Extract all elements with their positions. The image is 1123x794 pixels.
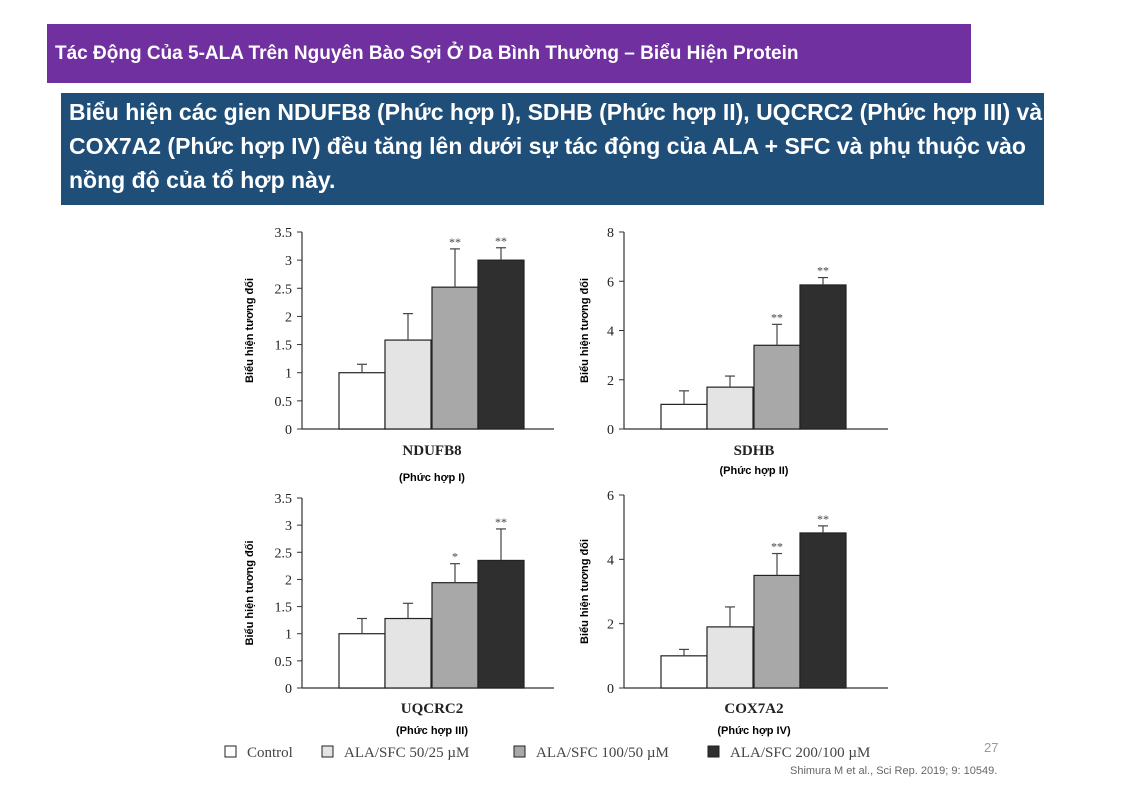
legend-label: Control bbox=[247, 745, 293, 761]
y-tick-label: 2.5 bbox=[275, 282, 293, 297]
chart-title: NDUFB8 bbox=[402, 443, 461, 459]
y-tick-label: 0.5 bbox=[275, 655, 293, 670]
y-tick-label: 2.5 bbox=[275, 546, 293, 561]
y-axis-label: Biểu hiện tương đối bbox=[579, 539, 591, 644]
bar bbox=[799, 284, 847, 430]
chart-title: COX7A2 bbox=[724, 701, 783, 717]
y-tick-label: 2 bbox=[607, 618, 614, 633]
y-tick-label: 2 bbox=[285, 573, 292, 588]
bar bbox=[477, 559, 525, 689]
y-axis-label: Biểu hiện tương đối bbox=[244, 541, 256, 646]
y-tick-label: 8 bbox=[607, 226, 614, 241]
bar bbox=[477, 259, 525, 430]
bar bbox=[384, 339, 432, 430]
bar bbox=[338, 372, 386, 430]
y-axis-label: Biểu hiện tương đối bbox=[579, 278, 591, 383]
y-tick-label: 6 bbox=[607, 489, 614, 504]
y-tick-label: 2 bbox=[607, 374, 614, 389]
bar bbox=[799, 532, 847, 689]
chart-subtitle: (Phức hợp II) bbox=[720, 465, 789, 477]
legend-swatch bbox=[513, 745, 526, 758]
significance-marker: ** bbox=[817, 264, 829, 278]
legend-swatch bbox=[224, 745, 237, 758]
y-tick-label: 1 bbox=[285, 367, 292, 382]
chart-subtitle: (Phức hợp I) bbox=[399, 472, 465, 484]
bar bbox=[753, 344, 801, 430]
bar bbox=[660, 403, 708, 430]
bar bbox=[384, 617, 432, 689]
y-tick-label: 4 bbox=[607, 553, 614, 568]
slide-title: Tác Động Của 5-ALA Trên Nguyên Bào Sợi Ở… bbox=[47, 24, 971, 83]
significance-marker: ** bbox=[771, 310, 783, 324]
y-tick-label: 4 bbox=[607, 325, 614, 340]
chart-title: UQCRC2 bbox=[401, 701, 464, 717]
chart-subtitle: (Phức hợp III) bbox=[396, 725, 468, 737]
page-number: 27 bbox=[984, 740, 999, 755]
y-tick-label: 1.5 bbox=[275, 601, 293, 616]
legend-swatch bbox=[707, 745, 720, 758]
significance-marker: ** bbox=[771, 540, 783, 554]
bar bbox=[338, 633, 386, 689]
bar bbox=[706, 386, 754, 430]
legend-label: ALA/SFC 100/50 µM bbox=[536, 745, 669, 761]
legend-label: ALA/SFC 200/100 µM bbox=[730, 745, 870, 761]
bar bbox=[753, 574, 801, 689]
chart-subtitle: (Phức hợp IV) bbox=[717, 725, 791, 737]
y-tick-label: 0 bbox=[285, 423, 292, 438]
y-tick-label: 3 bbox=[285, 519, 292, 534]
y-tick-label: 3 bbox=[285, 254, 292, 269]
bar bbox=[431, 286, 479, 430]
significance-marker: ** bbox=[449, 235, 461, 249]
y-axis-label: Biểu hiện tương đối bbox=[244, 278, 256, 383]
bar bbox=[660, 655, 708, 689]
bar bbox=[706, 626, 754, 689]
y-tick-label: 1 bbox=[285, 628, 292, 643]
y-tick-label: 6 bbox=[607, 275, 614, 290]
y-tick-label: 0 bbox=[607, 423, 614, 438]
y-tick-label: 3.5 bbox=[275, 226, 293, 241]
significance-marker: * bbox=[452, 550, 458, 564]
bar bbox=[431, 582, 479, 689]
y-tick-label: 0 bbox=[607, 682, 614, 697]
y-tick-label: 3.5 bbox=[275, 492, 293, 507]
legend-label: ALA/SFC 50/25 µM bbox=[344, 745, 469, 761]
significance-marker: ** bbox=[817, 512, 829, 526]
chart-title: SDHB bbox=[734, 443, 775, 459]
slide-subtitle: Biểu hiện các gien NDUFB8 (Phức hợp I), … bbox=[61, 93, 1044, 205]
significance-marker: ** bbox=[495, 515, 507, 529]
citation: Shimura M et al., Sci Rep. 2019; 9: 1054… bbox=[790, 765, 998, 777]
y-tick-label: 2 bbox=[285, 310, 292, 325]
legend-swatch bbox=[321, 745, 334, 758]
y-tick-label: 0 bbox=[285, 682, 292, 697]
significance-marker: ** bbox=[495, 234, 507, 248]
y-tick-label: 1.5 bbox=[275, 339, 293, 354]
y-tick-label: 0.5 bbox=[275, 395, 293, 410]
